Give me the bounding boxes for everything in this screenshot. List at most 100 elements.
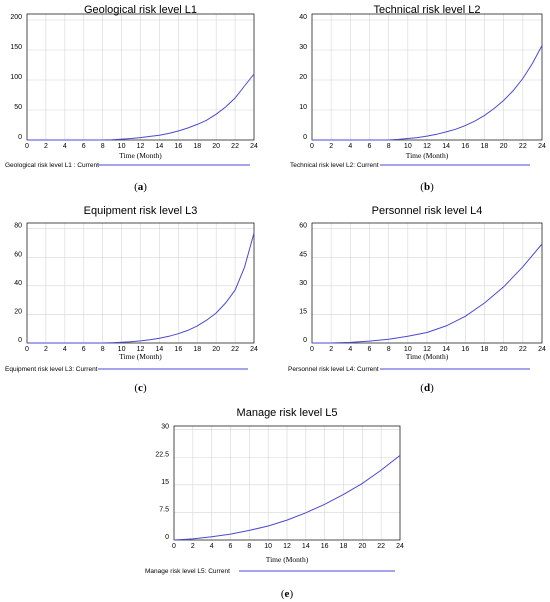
caption-open: ( <box>420 181 424 193</box>
x-tick-label: 8 <box>387 143 391 150</box>
x-tick-label: 14 <box>442 143 450 150</box>
x-tick-label: 8 <box>387 346 391 353</box>
y-tick-label: 200 <box>10 14 22 21</box>
x-tick-label: 24 <box>538 143 546 150</box>
x-tick-label: 14 <box>156 346 164 353</box>
x-tick-label: 14 <box>302 543 310 550</box>
chart-title: Technical risk level L2 <box>374 4 481 16</box>
y-tick-label: 45 <box>299 251 307 258</box>
y-tick-label: 7.5 <box>159 506 169 513</box>
x-tick-label: 12 <box>283 543 291 550</box>
x-tick-label: 12 <box>137 143 145 150</box>
caption-close: ) <box>430 181 434 193</box>
x-tick-label: 6 <box>368 346 372 353</box>
panel-caption: (c) <box>134 382 147 394</box>
caption-letter: d <box>424 382 430 394</box>
caption-close: ) <box>430 382 434 394</box>
x-tick-label: 4 <box>63 143 67 150</box>
x-tick-label: 8 <box>101 346 105 353</box>
x-tick-label: 20 <box>212 346 220 353</box>
panel-caption: (e) <box>281 588 294 600</box>
x-tick-label: 18 <box>481 143 489 150</box>
x-tick-label: 22 <box>377 543 385 550</box>
legend-label: Manage risk level L5: Current <box>145 568 230 575</box>
plot-frame <box>173 425 401 541</box>
x-tick-label: 16 <box>461 346 469 353</box>
x-tick-label: 12 <box>423 346 431 353</box>
y-tick-label: 10 <box>299 104 307 111</box>
legend-label: Geological risk level L1 : Current <box>5 162 99 169</box>
chart-title: Equipment risk level L3 <box>84 205 198 217</box>
x-tick-label: 8 <box>247 543 251 550</box>
caption-close: ) <box>143 181 147 193</box>
x-tick-label: 2 <box>329 143 333 150</box>
caption-letter: b <box>424 181 430 193</box>
y-tick-label: 15 <box>299 308 307 315</box>
x-tick-label: 0 <box>25 346 29 353</box>
x-tick-label: 14 <box>156 143 164 150</box>
y-tick-label: 50 <box>14 104 22 111</box>
x-tick-label: 16 <box>321 543 329 550</box>
chart-panel-c: Equipment risk level L3 0 2 4 6 8 10 12 14 16 18 20… <box>0 200 275 400</box>
series-line <box>27 73 255 141</box>
x-tick-label: 0 <box>310 346 314 353</box>
x-tick-label: 24 <box>538 346 546 353</box>
caption-open: ( <box>281 588 285 600</box>
x-tick-label: 18 <box>481 346 489 353</box>
legend-label: Equipment risk level L3: Current <box>5 366 98 373</box>
y-tick-label: 0 <box>303 134 307 141</box>
y-tick-label: 22.5 <box>155 451 169 458</box>
x-tick-label: 22 <box>231 143 239 150</box>
x-axis-label: Time (Month) <box>119 352 162 361</box>
x-tick-label: 6 <box>229 543 233 550</box>
plot-frame <box>26 222 255 344</box>
x-tick-label: 0 <box>310 143 314 150</box>
y-tick-label: 40 <box>14 280 22 287</box>
series-line <box>27 232 255 344</box>
x-tick-label: 4 <box>348 143 352 150</box>
chart-panel-b: Technical risk level L2 0 2 4 6 8 10 12 14 16 18 20… <box>275 0 550 200</box>
x-tick-label: 22 <box>519 143 527 150</box>
x-tick-label: 20 <box>500 346 508 353</box>
y-tick-label: 30 <box>299 44 307 51</box>
x-tick-label: 12 <box>423 143 431 150</box>
x-tick-label: 14 <box>442 346 450 353</box>
x-tick-label: 24 <box>250 346 258 353</box>
y-tick-label: 60 <box>299 223 307 230</box>
x-tick-label: 10 <box>404 346 412 353</box>
x-tick-label: 18 <box>193 143 201 150</box>
y-tick-label: 15 <box>161 479 169 486</box>
x-tick-label: 0 <box>25 143 29 150</box>
panel-caption: (b) <box>420 181 434 193</box>
y-tick-label: 40 <box>299 14 307 21</box>
plot-frame <box>311 222 543 344</box>
panel-caption: (a) <box>134 181 147 193</box>
x-tick-label: 24 <box>396 543 404 550</box>
legend-label: Technical risk level L2: Current <box>290 162 379 169</box>
caption-open: ( <box>420 382 424 394</box>
caption-close: ) <box>143 382 147 394</box>
chart-panel-d: Personnel risk level L4 0 2 4 6 8 10 12 14 16 18 20… <box>275 200 550 400</box>
chart-svg: Personnel risk level L40 2 4 6 8 10 12 14 16 18 20… <box>288 205 546 394</box>
plot-frame <box>311 13 543 141</box>
x-tick-label: 16 <box>174 143 182 150</box>
x-tick-label: 2 <box>329 346 333 353</box>
x-tick-label: 12 <box>137 346 145 353</box>
y-tick-label: 0 <box>165 534 169 541</box>
x-tick-label: 16 <box>174 346 182 353</box>
x-tick-label: 22 <box>231 346 239 353</box>
series-line <box>173 455 401 541</box>
chart-panel-e: Manage risk level L5 0 2 4 6 8 10 12 14 16 18 20 22 2… <box>137 400 412 602</box>
x-tick-label: 18 <box>340 543 348 550</box>
plot-frame <box>26 13 255 141</box>
x-axis-label: Time (Month) <box>266 555 309 564</box>
y-tick-label: 0 <box>18 337 22 344</box>
x-tick-label: 6 <box>368 143 372 150</box>
x-tick-label: 20 <box>500 143 508 150</box>
caption-open: ( <box>134 181 138 193</box>
y-tick-label: 0 <box>18 134 22 141</box>
x-axis-label: Time (Month) <box>406 151 449 160</box>
x-tick-label: 2 <box>44 143 48 150</box>
y-tick-label: 20 <box>299 74 307 81</box>
y-tick-label: 20 <box>14 308 22 315</box>
